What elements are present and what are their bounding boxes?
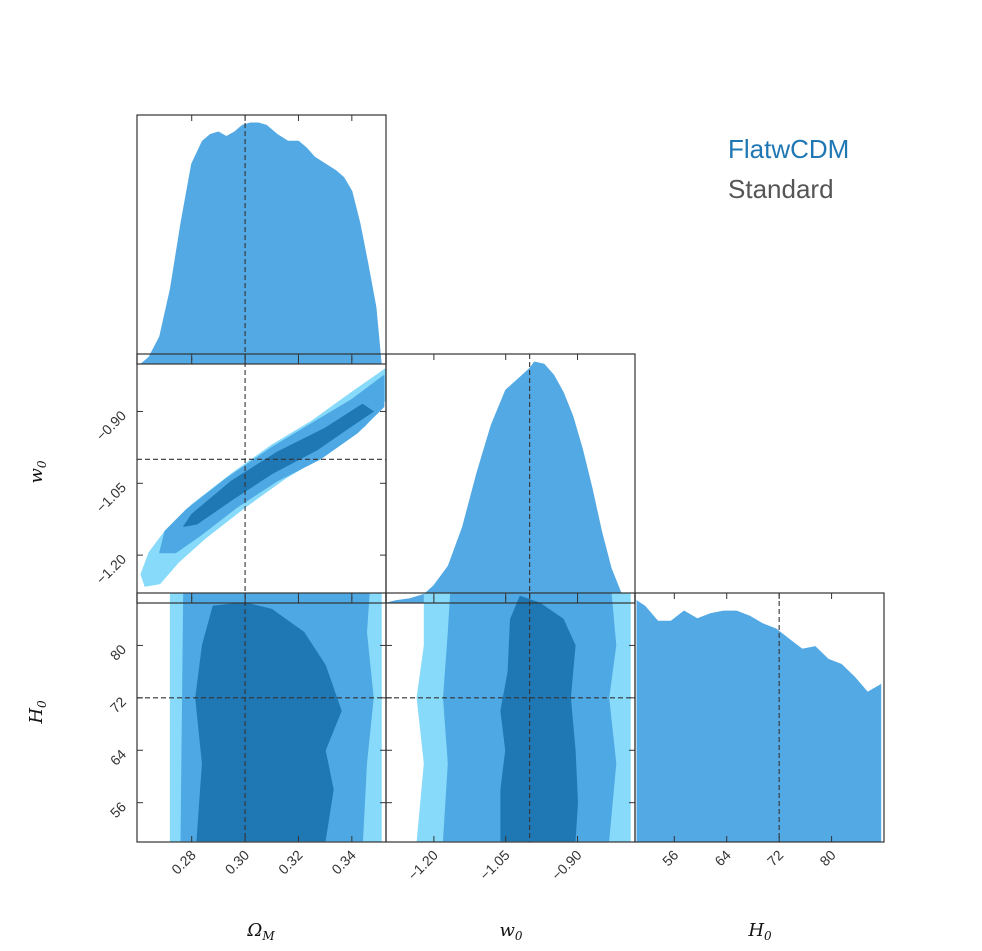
y-tick-label: 72 bbox=[107, 693, 129, 715]
panel-frame-0-0 bbox=[136, 114, 387, 365]
x-tick-label: 0.30 bbox=[222, 847, 253, 878]
marginal-fill-0 bbox=[140, 122, 382, 364]
y-axis-label-h0: H0 bbox=[26, 700, 49, 725]
truth-lines bbox=[137, 115, 780, 842]
marginal-0 bbox=[140, 122, 382, 364]
x-axis-label-w0: w0 bbox=[499, 920, 522, 943]
y-tick-label: 80 bbox=[107, 641, 129, 663]
x-axis-label-omega-m: ΩM bbox=[246, 920, 275, 943]
marginal-fill-2 bbox=[636, 600, 882, 842]
contour-0-2 bbox=[169, 593, 382, 842]
panel-frame-2-2 bbox=[634, 592, 885, 843]
x-tick-label: −1.20 bbox=[405, 847, 442, 884]
marginal-2 bbox=[636, 600, 882, 842]
x-tick-label: 80 bbox=[816, 847, 838, 869]
y-tick-label: 64 bbox=[107, 746, 129, 768]
y-tick-label: 56 bbox=[107, 798, 129, 820]
y-tick-label: −0.90 bbox=[93, 407, 130, 444]
legend-flatwcdm: FlatwCDM bbox=[728, 134, 849, 164]
contour-level-inner bbox=[195, 602, 342, 842]
x-tick-label: −0.90 bbox=[548, 847, 585, 884]
y-tick-label: −1.05 bbox=[93, 479, 130, 516]
panel-frame-1-1 bbox=[385, 353, 636, 604]
y-tick-label: −1.20 bbox=[93, 551, 130, 588]
contour-level-inner bbox=[500, 595, 578, 842]
marginal-1 bbox=[386, 361, 631, 603]
x-tick-label: 64 bbox=[711, 847, 733, 869]
x-tick-label: 0.28 bbox=[168, 847, 199, 878]
contour-1-2 bbox=[416, 593, 631, 842]
marginal-fill-1 bbox=[386, 361, 631, 603]
x-tick-label: −1.05 bbox=[476, 847, 513, 884]
contour-0-1 bbox=[140, 367, 386, 587]
contour-level-inner bbox=[183, 403, 374, 527]
y-axis-label-w0: w0 bbox=[26, 460, 49, 483]
x-tick-label: 56 bbox=[659, 847, 681, 869]
x-axis-label-h0: H0 bbox=[747, 920, 772, 943]
legend-standard: Standard bbox=[728, 174, 834, 204]
x-tick-label: 0.32 bbox=[275, 847, 306, 878]
x-tick-label: 72 bbox=[764, 847, 786, 869]
x-tick-label: 0.34 bbox=[328, 847, 359, 878]
